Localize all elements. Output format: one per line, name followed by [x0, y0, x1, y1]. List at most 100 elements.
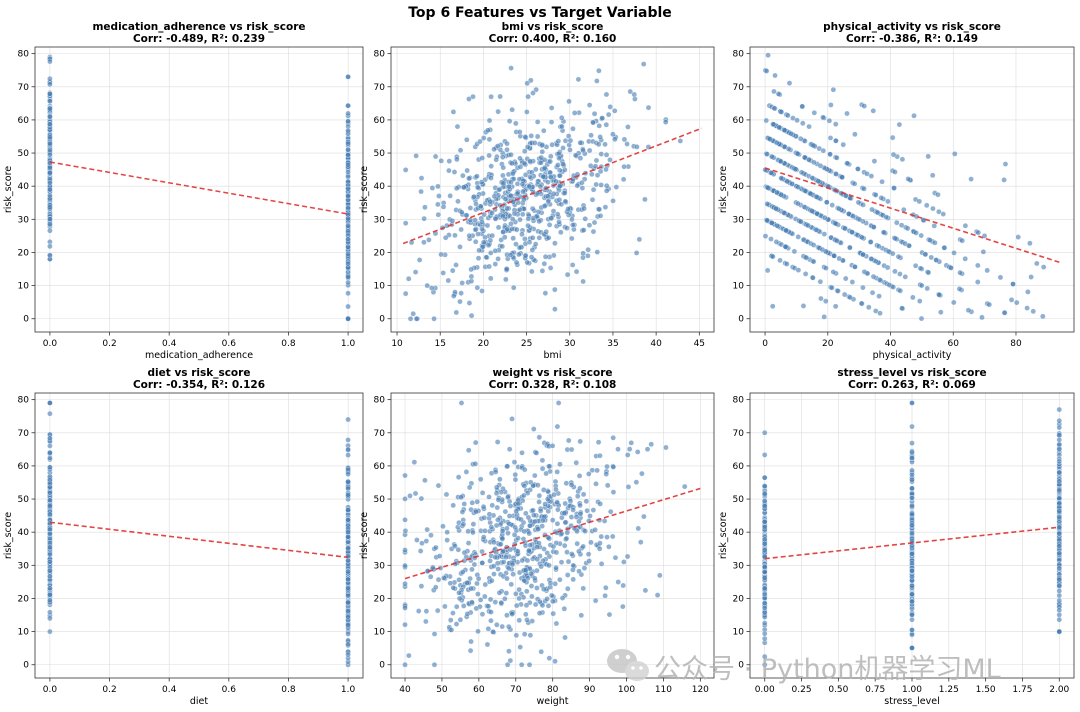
x-tick-label: 60: [473, 685, 485, 695]
data-point: [480, 135, 487, 141]
y-axis-label: risk_score: [359, 512, 370, 559]
data-point: [564, 549, 570, 555]
data-point: [962, 256, 968, 262]
x-axis-label: medication_adherence: [145, 350, 253, 361]
data-point: [345, 274, 351, 280]
data-point: [852, 131, 858, 138]
data-point: [791, 248, 798, 255]
data-point: [510, 170, 516, 177]
data-point: [633, 479, 640, 485]
data-point: [555, 506, 561, 513]
data-point: [842, 225, 848, 232]
x-axis-label: physical_activity: [873, 350, 952, 361]
data-point: [47, 544, 53, 550]
data-point: [465, 540, 472, 546]
data-point: [481, 211, 487, 218]
data-point: [424, 282, 430, 289]
data-point: [935, 191, 941, 198]
data-point: [506, 513, 513, 519]
data-point: [423, 538, 430, 544]
data-point: [449, 267, 456, 274]
data-point: [473, 605, 480, 612]
data-point: [523, 602, 530, 609]
data-point: [514, 190, 521, 197]
y-tick-label: 40: [18, 528, 30, 538]
data-point: [345, 452, 351, 458]
data-point: [517, 644, 523, 650]
data-point: [518, 516, 524, 523]
data-point: [897, 271, 903, 277]
data-point: [555, 138, 562, 144]
data-point: [821, 231, 828, 237]
data-point: [489, 232, 496, 239]
data-point: [788, 130, 795, 137]
x-tick-label: 110: [655, 685, 672, 695]
data-point: [861, 103, 868, 109]
data-point: [528, 583, 535, 589]
data-point: [457, 147, 464, 154]
data-point: [345, 641, 351, 648]
data-point: [595, 439, 602, 445]
data-point: [956, 286, 963, 292]
data-point: [612, 136, 618, 143]
data-point: [461, 501, 468, 507]
data-point: [506, 446, 513, 452]
data-point: [345, 186, 351, 192]
data-point: [574, 493, 581, 499]
data-point: [509, 416, 515, 422]
data-point: [541, 203, 548, 209]
data-point: [558, 559, 565, 565]
x-tick-label: 0.00: [755, 685, 775, 695]
data-point: [909, 591, 915, 597]
data-point: [456, 577, 462, 583]
data-point: [466, 300, 473, 306]
data-point: [402, 517, 408, 523]
data-point: [577, 140, 584, 146]
data-point: [510, 571, 516, 577]
data-point: [493, 522, 500, 529]
y-tick-label: 10: [374, 282, 386, 292]
data-point: [459, 569, 466, 575]
data-point: [464, 167, 470, 174]
data-point: [965, 307, 972, 313]
data-point: [598, 561, 605, 567]
data-point: [524, 80, 530, 87]
data-point: [909, 567, 915, 574]
scatter-points: [402, 61, 684, 322]
data-point: [1056, 514, 1063, 521]
data-point: [890, 151, 897, 158]
data-point: [876, 277, 883, 283]
data-point: [428, 285, 435, 291]
data-point: [563, 480, 570, 487]
data-point: [47, 140, 53, 147]
data-point: [504, 575, 510, 582]
data-point: [494, 622, 500, 628]
data-point: [414, 537, 420, 543]
x-tick-label: 90: [584, 685, 596, 695]
data-point: [768, 153, 775, 160]
data-point: [47, 147, 53, 153]
data-point: [530, 482, 536, 489]
data-point: [539, 465, 546, 472]
data-point: [500, 559, 507, 565]
data-point: [860, 251, 866, 258]
data-point: [546, 553, 553, 560]
data-point: [873, 192, 879, 198]
y-tick-label: 50: [18, 495, 30, 505]
data-point: [810, 242, 817, 248]
data-point: [561, 605, 568, 612]
data-point: [534, 567, 540, 574]
data-point: [345, 215, 351, 222]
data-point: [474, 184, 481, 191]
data-point: [579, 185, 586, 191]
data-point: [508, 65, 514, 71]
data-point: [572, 152, 579, 159]
data-point: [345, 651, 351, 658]
data-point: [642, 196, 648, 203]
data-point: [492, 554, 498, 560]
data-point: [435, 211, 442, 218]
data-point: [560, 145, 566, 151]
data-point: [624, 452, 631, 458]
data-point: [775, 91, 782, 97]
data-point: [769, 303, 776, 310]
